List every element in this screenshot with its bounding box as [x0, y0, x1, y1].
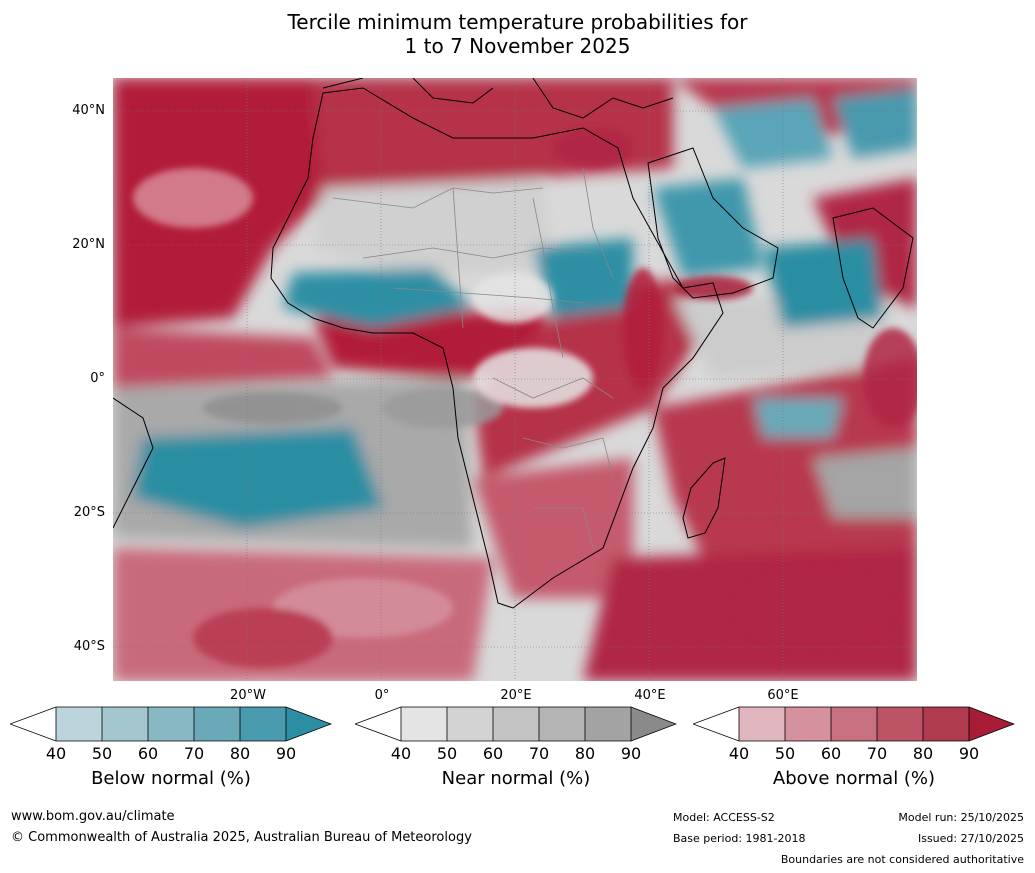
cbar-near-arrow-high [631, 707, 676, 741]
footer-model: Model: ACCESS-S2 [673, 811, 775, 824]
cbar-near-seg-2 [447, 707, 493, 741]
title-line-2: 1 to 7 November 2025 [404, 34, 631, 58]
below-iran [713, 98, 833, 168]
below-south-atlantic [133, 428, 383, 528]
lon-label-20e: 20°E [500, 688, 532, 703]
lat-label-equator: 0° [90, 371, 105, 386]
map-canvas [112, 77, 923, 681]
title-line-1: Tercile minimum temperature probabilitie… [287, 10, 748, 34]
cbar-near-seg-4 [539, 707, 585, 741]
cbar-above-tick: 90 [958, 744, 980, 763]
footer-copyright: © Commonwealth of Australia 2025, Austra… [11, 830, 472, 845]
above-indian-ocean [653, 358, 917, 578]
coastlines [112, 77, 914, 609]
footer-model-run: Model run: 25/10/2025 [898, 811, 1024, 824]
below-sudan [533, 238, 633, 318]
footer-url: www.bom.gov.au/climate [11, 809, 175, 824]
cbar-above-seg-4 [877, 707, 923, 741]
arabia-coastline [647, 147, 779, 299]
cbar-near-tick: 70 [528, 744, 550, 763]
cbar-above-tick: 80 [912, 744, 934, 763]
map-title: Tercile minimum temperature probabilitie… [0, 10, 1035, 58]
cbar-below-arrow-low [10, 707, 56, 741]
cbar-below-seg-5 [240, 707, 286, 741]
colorbar-near-normal [355, 706, 677, 742]
graticule [113, 78, 917, 681]
below-south-indian [753, 398, 843, 438]
below-arabia [653, 178, 763, 278]
cbar-near-tick: 80 [574, 744, 596, 763]
southern-europe-coastline [322, 77, 674, 119]
cbar-near-seg-3 [493, 707, 539, 741]
cbar-near-label: Near normal (%) [441, 768, 591, 789]
cbar-above-tick: 40 [728, 744, 750, 763]
cbar-above-seg-5 [923, 707, 969, 741]
cbar-near-tick: 60 [482, 744, 504, 763]
cbar-below-arrow-high [286, 707, 331, 741]
probability-map [112, 77, 923, 681]
cbar-above-seg-2 [785, 707, 831, 741]
footer-base-period: Base period: 1981-2018 [673, 832, 806, 845]
cbar-above-tick: 60 [820, 744, 842, 763]
cbar-near-tick: 40 [390, 744, 412, 763]
colorbar-below-normal [10, 706, 332, 742]
cbar-near-tick: 90 [620, 744, 642, 763]
cbar-below-tick: 50 [91, 744, 113, 763]
india-coastline [832, 207, 914, 329]
cbar-below-tick: 40 [45, 744, 67, 763]
below-sahel [283, 268, 473, 328]
lat-label-40n: 40°N [72, 103, 105, 118]
cbar-above-label: Above normal (%) [772, 768, 936, 789]
below-central-asia [833, 88, 917, 158]
cbar-near-arrow-low [355, 707, 401, 741]
cbar-below-seg-2 [102, 707, 148, 741]
cbar-above-seg-3 [831, 707, 877, 741]
above-southern-africa [473, 458, 633, 598]
cbar-above-tick: 70 [866, 744, 888, 763]
cbar-near-seg-5 [585, 707, 631, 741]
cbar-above-arrow-high [969, 707, 1014, 741]
cbar-above-arrow-low [693, 707, 739, 741]
south-america-coastline [112, 397, 154, 529]
below-arabian-sea [763, 238, 883, 328]
lon-label-20w: 20°W [230, 688, 266, 703]
cbar-below-tick: 70 [183, 744, 205, 763]
cbar-near-seg-1 [401, 707, 447, 741]
lon-label-0: 0° [374, 688, 390, 703]
country-borders [332, 167, 614, 549]
footer-issued: Issued: 27/10/2025 [917, 832, 1024, 845]
madagascar-coastline [682, 457, 726, 539]
above-equatorial-atlantic [113, 328, 333, 388]
cbar-below-tick: 80 [229, 744, 251, 763]
probability-detail [133, 128, 923, 668]
lat-label-20n: 20°N [72, 237, 105, 252]
cbar-above-seg-1 [739, 707, 785, 741]
cbar-below-seg-1 [56, 707, 102, 741]
colorbar-above-normal [693, 706, 1015, 742]
cbar-below-tick: 90 [275, 744, 297, 763]
near-south-indian [813, 448, 917, 518]
footer-disclaimer: Boundaries are not considered authoritat… [780, 853, 1024, 866]
cbar-below-label: Below normal (%) [91, 768, 251, 789]
lat-label-20s: 20°S [73, 505, 105, 520]
africa-coastline [270, 87, 724, 609]
cbar-below-tick: 60 [137, 744, 159, 763]
lon-label-60e: 60°E [767, 688, 799, 703]
lat-label-40s: 40°S [73, 639, 105, 654]
lon-label-40e: 40°E [634, 688, 666, 703]
cbar-below-seg-3 [148, 707, 194, 741]
cbar-below-seg-4 [194, 707, 240, 741]
cbar-above-tick: 50 [774, 744, 796, 763]
cbar-near-tick: 50 [436, 744, 458, 763]
